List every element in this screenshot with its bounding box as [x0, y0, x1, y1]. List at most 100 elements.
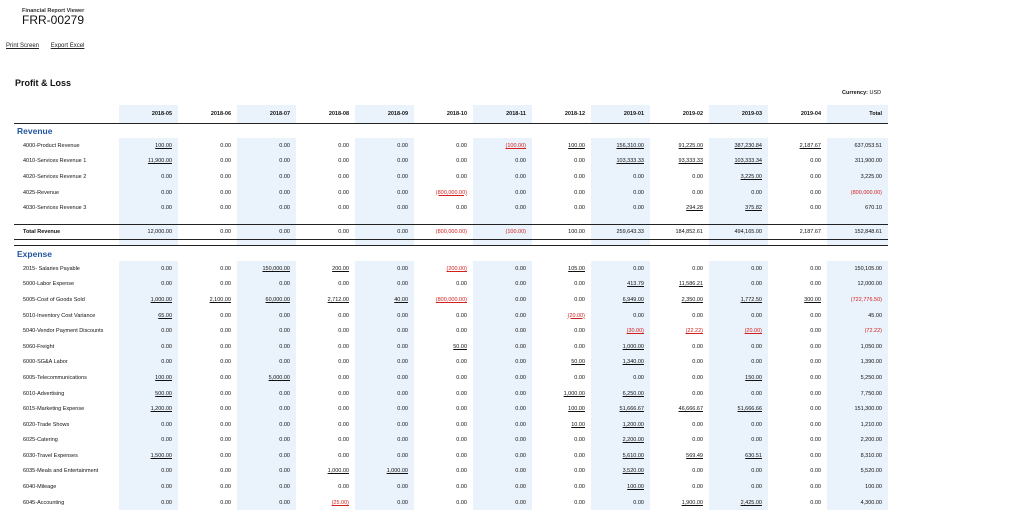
amount-link[interactable]: 1,340.00 [591, 354, 650, 371]
amount-cell: 0.00 [338, 312, 349, 319]
amount-link[interactable]: 103,333.33 [591, 153, 650, 170]
amount-link[interactable]: 100.00 [568, 406, 585, 413]
amount-link[interactable]: 630.51 [709, 448, 768, 464]
amount-link[interactable]: 1,200.00 [591, 416, 650, 433]
amount-cell: 0.00 [355, 276, 414, 293]
amount-link[interactable]: (30.00) [591, 323, 650, 339]
amount-cell: 0.00 [338, 406, 349, 413]
amount-link[interactable]: 375.82 [709, 200, 768, 216]
amount-link[interactable]: 100.00 [119, 138, 178, 154]
amount-link[interactable]: 3,520.00 [591, 463, 650, 480]
amount-link[interactable]: 2,187.67 [799, 142, 821, 149]
amount-link[interactable]: 2,712.00 [327, 296, 349, 303]
amount-link[interactable]: 5,000.00 [237, 370, 296, 386]
amount-link[interactable]: 387,230.84 [709, 138, 768, 154]
amount-link[interactable]: 11,586.21 [678, 281, 703, 288]
amount-link[interactable]: (25.00) [331, 499, 349, 506]
amount-cell: 3,225.00 [827, 169, 888, 185]
amount-cell: 0.00 [220, 265, 231, 272]
amount-link[interactable]: (22.22) [685, 328, 703, 335]
amount-link[interactable]: 3,225.00 [709, 169, 768, 185]
amount-cell: 0.00 [237, 385, 296, 402]
amount-cell: 0.00 [473, 354, 532, 371]
amount-link[interactable]: 500.00 [119, 385, 178, 402]
print-screen-link[interactable]: Print Screen [6, 43, 40, 49]
amount-link[interactable]: 10.00 [571, 421, 585, 428]
amount-cell: (722,776.50) [827, 292, 888, 308]
amount-cell: 0.00 [456, 158, 467, 165]
amount-link[interactable]: 100.00 [568, 142, 585, 149]
amount-link[interactable]: 60,000.00 [237, 292, 296, 308]
amount-link[interactable]: 1,000.00 [591, 338, 650, 355]
amount-link[interactable]: 5,610.00 [591, 448, 650, 464]
amount-link[interactable]: 93,333.33 [678, 158, 703, 165]
amount-link[interactable]: 300.00 [804, 296, 821, 303]
amount-link[interactable]: 91,225.00 [678, 142, 703, 149]
amount-link[interactable]: 150.00 [709, 370, 768, 386]
amount-link[interactable]: 413.79 [591, 276, 650, 293]
amount-link[interactable]: 6,250.00 [591, 385, 650, 402]
amount-link[interactable]: 50.00 [453, 343, 467, 350]
amount-cell: 4,300.00 [827, 494, 888, 511]
account-label: 6010-Advertising [23, 390, 65, 397]
amount-cell: 494,165.00 [709, 224, 768, 241]
amount-link[interactable]: 100.00 [119, 370, 178, 386]
amount-cell: 0.00 [456, 484, 467, 491]
amount-link[interactable]: 103,333.34 [709, 153, 768, 170]
amount-link[interactable]: 1,900.00 [681, 499, 703, 506]
amount-cell: 0.00 [355, 323, 414, 339]
amount-cell: 0.00 [473, 260, 532, 277]
amount-cell: 0.00 [338, 437, 349, 444]
amount-cell: 0.00 [473, 463, 532, 480]
export-excel-link[interactable]: Export Excel [50, 43, 85, 49]
amount-link[interactable]: 1,772.50 [709, 292, 768, 308]
amount-cell: 0.00 [220, 142, 231, 149]
amount-cell: 0.00 [591, 307, 650, 324]
amount-link[interactable]: 156,310.00 [591, 138, 650, 154]
amount-link[interactable]: (100.00) [473, 138, 532, 154]
amount-cell: 0.00 [119, 432, 178, 449]
amount-cell: 0.00 [574, 437, 585, 444]
spacer-row [14, 239, 888, 246]
amount-link[interactable]: 2,200.00 [591, 432, 650, 449]
amount-link[interactable]: 105.00 [568, 265, 585, 272]
amount-link[interactable]: 1,000.00 [563, 390, 585, 397]
amount-cell: 0.00 [692, 359, 703, 366]
amount-link[interactable]: (20.00) [567, 312, 585, 319]
amount-link[interactable]: 569.49 [686, 452, 703, 459]
amount-cell: 0.00 [237, 401, 296, 417]
amount-cell: 0.00 [220, 484, 231, 491]
amount-link[interactable]: 1,200.00 [119, 401, 178, 417]
amount-link[interactable]: 51,666.67 [591, 401, 650, 417]
amount-link[interactable]: 51,666.66 [709, 401, 768, 417]
amount-link[interactable]: 1,000.00 [327, 468, 349, 475]
amount-link[interactable]: (20.00) [709, 323, 768, 339]
amount-cell: 0.00 [119, 200, 178, 216]
amount-link[interactable]: 150,000.00 [237, 260, 296, 277]
amount-cell: 1,210.00 [827, 416, 888, 433]
amount-link[interactable]: 2,425.00 [709, 494, 768, 511]
amount-link[interactable]: (200.00) [446, 265, 468, 272]
amount-link[interactable]: 294.28 [686, 205, 703, 212]
amount-link[interactable]: 65.00 [119, 307, 178, 324]
amount-link[interactable]: (800,000.00) [435, 296, 467, 303]
amount-link[interactable]: 2,350.00 [681, 296, 703, 303]
amount-cell: 0.00 [237, 276, 296, 293]
amount-link[interactable]: 2,100.00 [209, 296, 231, 303]
column-header: 2018-09 [355, 105, 414, 124]
amount-cell: 0.00 [456, 374, 467, 381]
amount-link[interactable]: 50.00 [571, 359, 585, 366]
amount-link[interactable]: 200.00 [332, 265, 349, 272]
amount-link[interactable]: 46,666.67 [678, 406, 703, 413]
amount-link[interactable]: 100.00 [591, 479, 650, 495]
account-label: 5000-Labor Expense [23, 281, 75, 288]
amount-link[interactable]: 1,500.00 [119, 448, 178, 464]
amount-link[interactable]: (800,000.00) [435, 189, 467, 196]
amount-link[interactable]: 40.00 [355, 292, 414, 308]
amount-link[interactable]: 1,000.00 [119, 292, 178, 308]
account-label: 4030-Services Revenue 3 [23, 205, 87, 212]
amount-cell: 0.00 [119, 354, 178, 371]
amount-link[interactable]: 6,949.00 [591, 292, 650, 308]
amount-link[interactable]: 1,000.00 [355, 463, 414, 480]
amount-link[interactable]: 11,900.00 [119, 153, 178, 170]
